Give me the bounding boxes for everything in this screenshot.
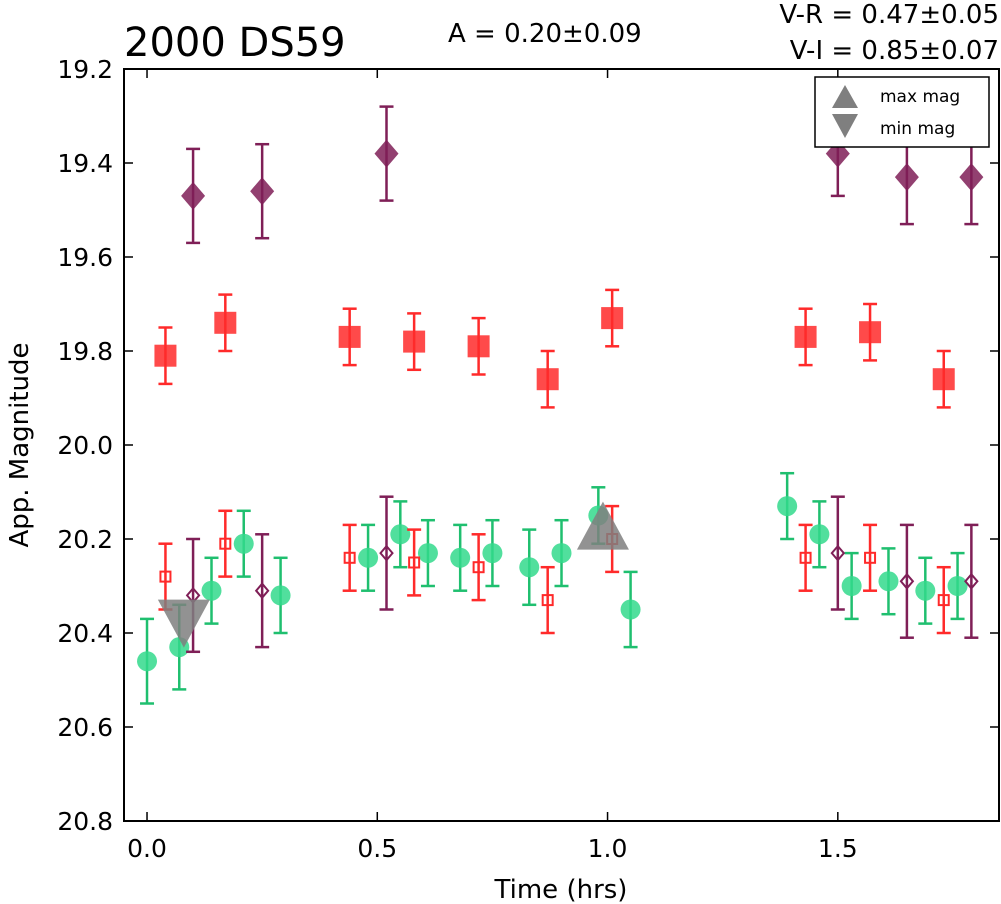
data-point-square (338, 325, 361, 348)
y-tick-label: 19.4 (57, 149, 113, 178)
max-mag-marker (576, 501, 629, 550)
amplitude-annotation: A = 0.20±0.09 (448, 19, 642, 49)
data-point-open-square (541, 594, 554, 607)
data-point-open-diamond (899, 572, 915, 590)
y-tick-label: 20.2 (57, 525, 113, 554)
data-point-circle (270, 585, 291, 606)
legend-min-mag-marker-icon (832, 114, 858, 138)
data-point-square (214, 311, 237, 334)
legend-max-mag-label: max mag (880, 87, 960, 107)
data-point-diamond (894, 163, 919, 192)
data-point-circle (417, 543, 438, 564)
data-point-square (536, 368, 559, 391)
x-tick-label: 0.0 (127, 834, 167, 863)
legend-min-mag-label: min mag (880, 119, 955, 139)
y-tick-label: 19.2 (57, 55, 113, 84)
data-point-square (467, 335, 490, 358)
data-point-circle (878, 571, 899, 592)
data-point-circle (137, 651, 158, 672)
data-point-open-diamond (830, 544, 846, 562)
min-mag-marker (157, 599, 210, 648)
x-tick-label: 1.0 (588, 834, 628, 863)
x-axis-label: Time (hrs) (494, 875, 628, 904)
axis-ticks: 0.0 0.5 1.0 1.5 19.2 19.4 19.6 19.8 20.0 20.2 20.4… (57, 55, 999, 863)
data-point-open-square (408, 556, 421, 569)
y-tick-label: 20.4 (57, 619, 113, 648)
data-point-open-square (799, 551, 812, 564)
data-point-open-diamond (379, 544, 394, 562)
v-r-color-annotation: V-R = 0.47±0.05 (779, 0, 999, 30)
data-point-circle (947, 576, 968, 596)
data-point-open-diamond (254, 582, 270, 600)
data-point-open-diamond (964, 572, 979, 590)
data-point-open-square (219, 537, 232, 550)
y-tick-label: 20.0 (57, 431, 113, 460)
data-point-square (154, 344, 177, 367)
data-point-square (859, 321, 882, 344)
chart-title: 2000 DS59 (124, 20, 346, 66)
data-point-square (601, 307, 624, 330)
data-point-circle (841, 576, 862, 596)
y-tick-label: 20.8 (57, 807, 113, 836)
data-layer (137, 105, 984, 705)
plot-area-frame (123, 68, 1000, 822)
data-point-circle (233, 533, 254, 554)
data-point-diamond (374, 139, 399, 168)
data-point-circle (809, 524, 830, 545)
y-tick-label: 19.8 (57, 337, 113, 366)
data-point-circle (358, 547, 379, 568)
y-tick-label: 19.6 (57, 243, 113, 272)
data-point-open-square (937, 594, 950, 607)
data-point-circle (777, 496, 798, 517)
data-point-circle (620, 599, 641, 620)
data-point-square (932, 368, 955, 391)
y-tick-label: 20.6 (57, 713, 113, 742)
data-point-circle (482, 543, 503, 564)
y-axis-label: App. Magnitude (5, 342, 35, 547)
data-point-open-square (472, 561, 485, 574)
data-point-diamond (250, 177, 275, 206)
data-point-square (794, 325, 817, 348)
data-point-open-square (343, 551, 356, 564)
data-point-circle (450, 547, 471, 568)
data-point-circle (915, 580, 936, 601)
v-i-color-annotation: V-I = 0.85±0.07 (790, 36, 999, 66)
data-point-open-square (864, 551, 877, 564)
data-point-circle (201, 580, 222, 601)
x-tick-label: 1.5 (818, 834, 858, 863)
x-tick-label: 0.5 (357, 834, 397, 863)
data-point-square (403, 330, 426, 353)
data-point-diamond (959, 163, 984, 192)
legend: max mag min mag (814, 76, 990, 148)
data-point-open-square (159, 570, 172, 583)
data-point-circle (519, 557, 540, 578)
data-point-diamond (181, 181, 206, 210)
legend-max-mag-marker-icon (832, 85, 858, 108)
data-point-circle (390, 524, 411, 545)
data-point-circle (551, 543, 572, 564)
